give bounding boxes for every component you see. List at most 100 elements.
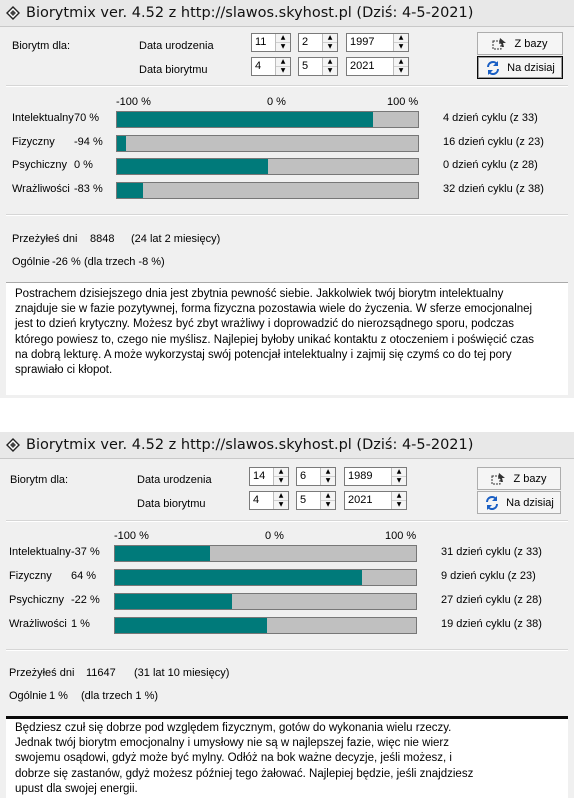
z-bazy-button[interactable]: Z bazy bbox=[477, 32, 563, 55]
birth-date-label: Data urodzenia bbox=[139, 40, 214, 52]
birth-day-spinner[interactable]: 11 ▲ ▼ bbox=[251, 33, 291, 52]
bar-physical bbox=[116, 135, 419, 152]
birth-day-value: 14 bbox=[253, 470, 266, 482]
bar-sensitivity bbox=[116, 182, 419, 199]
scale-mid-label: 0 % bbox=[267, 96, 286, 108]
birth-day-spinner[interactable]: 14 ▲ ▼ bbox=[249, 467, 289, 486]
scale-left-label: -100 % bbox=[116, 96, 151, 108]
bio-day-value: 4 bbox=[253, 494, 260, 506]
biorytmix-window-2: Biorytmix ver. 4.52 z http://slawos.skyh… bbox=[0, 432, 574, 799]
spin-up-icon[interactable]: ▲ bbox=[276, 34, 290, 43]
row-physical-percent: 64 % bbox=[71, 570, 97, 582]
overall-label: Ogólnie bbox=[12, 256, 50, 268]
spin-up-icon[interactable]: ▲ bbox=[323, 34, 337, 43]
row-sensitivity-name: Wrażliwości bbox=[12, 183, 70, 195]
spin-down-icon[interactable]: ▼ bbox=[394, 43, 408, 51]
biorhythm-date-label: Data biorytmu bbox=[139, 64, 208, 76]
bar-physical-fill bbox=[115, 570, 362, 585]
bar-psychic bbox=[114, 593, 417, 610]
z-bazy-button[interactable]: Z bazy bbox=[477, 467, 561, 490]
na-dzisiaj-button[interactable]: Na dzisiaj bbox=[477, 491, 561, 514]
birth-date-label: Data urodzenia bbox=[137, 474, 212, 486]
birth-month-spinner[interactable]: 6 ▲ ▼ bbox=[296, 467, 336, 486]
z-bazy-label: Z bazy bbox=[513, 472, 547, 485]
bio-day-value: 4 bbox=[255, 60, 262, 72]
bio-day-spinner[interactable]: 4 ▲ ▼ bbox=[249, 491, 289, 510]
row-physical-cycle: 9 dzień cyklu (z 23) bbox=[441, 570, 536, 582]
spin-up-icon[interactable]: ▲ bbox=[274, 468, 288, 477]
spin-down-icon[interactable]: ▼ bbox=[323, 43, 337, 51]
scale-mid-label: 0 % bbox=[265, 530, 284, 542]
birth-day-value: 11 bbox=[255, 36, 267, 48]
bar-psychic-fill bbox=[115, 594, 233, 609]
separator bbox=[6, 214, 568, 216]
birth-month-value: 2 bbox=[302, 36, 309, 48]
bio-day-spinner[interactable]: 4 ▲ ▼ bbox=[251, 57, 291, 76]
title-bar[interactable]: Biorytmix ver. 4.52 z http://slawos.skyh… bbox=[0, 432, 574, 459]
spin-down-icon[interactable]: ▼ bbox=[274, 477, 288, 485]
lived-span: (24 lat 2 miesięcy) bbox=[131, 233, 221, 245]
spin-down-icon[interactable]: ▼ bbox=[321, 501, 335, 509]
spin-down-icon[interactable]: ▼ bbox=[394, 67, 408, 75]
bio-month-spinner[interactable]: 5 ▲ ▼ bbox=[296, 491, 336, 510]
birth-year-spinner[interactable]: 1989 ▲ ▼ bbox=[344, 467, 407, 486]
spin-up-icon[interactable]: ▲ bbox=[392, 468, 406, 477]
description-text: Będziesz czuł się dobrze pod względem fi… bbox=[15, 722, 474, 795]
spin-up-icon[interactable]: ▲ bbox=[321, 468, 335, 477]
spin-down-icon[interactable]: ▼ bbox=[321, 477, 335, 485]
app-icon bbox=[6, 438, 20, 452]
spin-down-icon[interactable]: ▼ bbox=[392, 477, 406, 485]
birth-year-value: 1989 bbox=[348, 470, 373, 482]
biorytm-for-label: Biorytm dla: bbox=[10, 474, 69, 486]
bar-intellectual bbox=[116, 111, 419, 128]
birth-month-spinner[interactable]: 2 ▲ ▼ bbox=[298, 33, 338, 52]
lived-days-label: Przeżyłeś dni bbox=[9, 667, 75, 679]
bar-psychic bbox=[116, 158, 419, 175]
biorhythm-date-label: Data biorytmu bbox=[137, 498, 206, 510]
spin-up-icon[interactable]: ▲ bbox=[323, 58, 337, 67]
title-bar[interactable]: Biorytmix ver. 4.52 z http://slawos.skyh… bbox=[0, 0, 574, 27]
row-intellectual-name: Intelektualny bbox=[12, 112, 74, 124]
bio-month-value: 5 bbox=[300, 494, 307, 506]
row-intellectual-cycle: 31 dzień cyklu (z 33) bbox=[441, 546, 542, 558]
spin-up-icon[interactable]: ▲ bbox=[392, 492, 406, 501]
birth-year-value: 1997 bbox=[350, 36, 375, 48]
bio-year-spinner[interactable]: 2021 ▲ ▼ bbox=[346, 57, 409, 76]
row-sensitivity-name: Wrażliwości bbox=[9, 618, 67, 630]
spin-down-icon[interactable]: ▼ bbox=[323, 67, 337, 75]
overall-value: -26 % bbox=[52, 256, 81, 268]
row-psychic-cycle: 0 dzień cyklu (z 28) bbox=[443, 159, 538, 171]
spin-down-icon[interactable]: ▼ bbox=[392, 501, 406, 509]
bar-sensitivity bbox=[114, 617, 417, 634]
spin-up-icon[interactable]: ▲ bbox=[276, 58, 290, 67]
spin-up-icon[interactable]: ▲ bbox=[274, 492, 288, 501]
na-dzisiaj-button[interactable]: Na dzisiaj bbox=[477, 56, 563, 79]
birth-year-spinner[interactable]: 1997 ▲ ▼ bbox=[346, 33, 409, 52]
row-intellectual-cycle: 4 dzień cyklu (z 33) bbox=[443, 112, 538, 124]
scale-right-label: 100 % bbox=[387, 96, 419, 108]
lived-days-value: 11647 bbox=[86, 667, 116, 679]
bar-sensitivity-fill bbox=[115, 618, 267, 633]
spin-up-icon[interactable]: ▲ bbox=[394, 58, 408, 67]
biorytmix-window-1: Biorytmix ver. 4.52 z http://slawos.skyh… bbox=[0, 0, 574, 398]
bar-intellectual-fill bbox=[117, 112, 373, 127]
na-dzisiaj-label: Na dzisiaj bbox=[507, 61, 555, 74]
row-physical-name: Fizyczny bbox=[9, 570, 52, 582]
spin-down-icon[interactable]: ▼ bbox=[276, 43, 290, 51]
bar-physical-fill bbox=[117, 136, 127, 151]
row-sensitivity-percent: 1 % bbox=[71, 618, 90, 630]
overall-value: 1 % bbox=[49, 690, 68, 702]
spin-up-icon[interactable]: ▲ bbox=[394, 34, 408, 43]
spin-down-icon[interactable]: ▼ bbox=[274, 501, 288, 509]
row-physical-name: Fizyczny bbox=[12, 136, 55, 148]
scale-left-label: -100 % bbox=[114, 530, 149, 542]
bio-month-spinner[interactable]: 5 ▲ ▼ bbox=[298, 57, 338, 76]
bio-year-value: 2021 bbox=[350, 60, 375, 72]
spin-down-icon[interactable]: ▼ bbox=[276, 67, 290, 75]
spin-up-icon[interactable]: ▲ bbox=[321, 492, 335, 501]
row-psychic-percent: -22 % bbox=[71, 594, 100, 606]
lived-days-label: Przeżyłeś dni bbox=[12, 233, 78, 245]
app-icon bbox=[6, 6, 20, 20]
bio-year-spinner[interactable]: 2021 ▲ ▼ bbox=[344, 491, 407, 510]
overall-three: (dla trzech -8 %) bbox=[84, 256, 165, 268]
